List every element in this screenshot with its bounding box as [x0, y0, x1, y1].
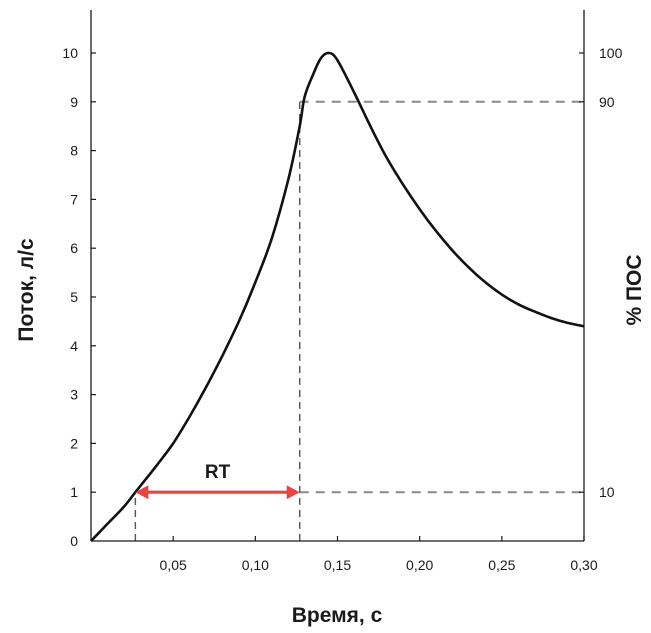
rt-arrow-head-left: [135, 485, 149, 500]
annotation-layer: RT: [135, 462, 300, 500]
y-tick-label: 10: [62, 45, 78, 61]
y-tick-label: 2: [70, 435, 78, 451]
y-tick-label: 9: [70, 94, 78, 110]
x-tick-label: 0,30: [570, 557, 597, 573]
tick-marks: [91, 52, 585, 541]
y2-axis-title: % ПОС: [623, 254, 646, 325]
y-axis-title: Поток, л/с: [15, 238, 38, 342]
y-tick-label: 3: [70, 387, 78, 403]
x-tick-label: 0,20: [406, 557, 433, 573]
axes: [90, 10, 585, 542]
y-tick-label: 1: [70, 484, 78, 500]
y-tick-label: 4: [70, 338, 78, 354]
x-tick-label: 0,25: [488, 557, 515, 573]
flow-curve: [90, 51, 585, 542]
y2-tick-label: 10: [599, 484, 615, 500]
y2-tick-label: 90: [599, 94, 615, 110]
origin-tick-label: 0: [70, 533, 78, 549]
x-tick-label: 0,15: [324, 557, 351, 573]
y-tick-label: 7: [70, 191, 78, 207]
reference-lines: [134, 100, 584, 541]
rt-arrow-head-right: [286, 485, 300, 500]
x-tick-label: 0,05: [160, 557, 187, 573]
y-tick-label: 5: [70, 289, 78, 305]
y2-tick-label: 100: [599, 45, 623, 61]
y-tick-label: 8: [70, 143, 78, 159]
y-tick-label: 6: [70, 240, 78, 256]
x-axis-title: Время, с: [292, 604, 383, 627]
rt-label: RT: [205, 462, 231, 483]
x-tick-label: 0,10: [242, 557, 269, 573]
series-layer: [90, 51, 585, 542]
